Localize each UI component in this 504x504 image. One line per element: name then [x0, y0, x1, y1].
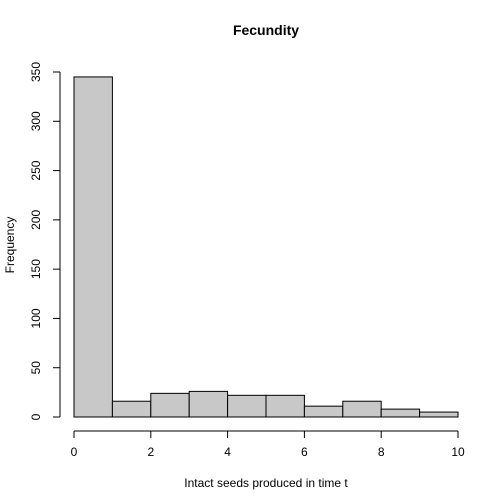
- histogram-bar-5: [265, 394, 305, 418]
- y-tick-label: 0: [29, 413, 43, 420]
- y-axis-label: Frequency: [3, 217, 17, 274]
- histogram-bar-3: [188, 390, 229, 418]
- histogram-bar-8: [380, 408, 421, 418]
- histogram-bar-2: [150, 392, 190, 418]
- y-tick-label: 150: [29, 259, 43, 279]
- y-tick-label: 250: [29, 160, 43, 180]
- histogram-bar-7: [342, 400, 382, 418]
- chart-title: Fecundity: [233, 22, 299, 38]
- y-tick-label: 350: [29, 62, 43, 82]
- y-tick-label: 100: [29, 308, 43, 328]
- x-tick-label: 10: [451, 445, 465, 459]
- y-tick-label: 300: [29, 111, 43, 131]
- y-tick-label: 50: [29, 361, 43, 375]
- bars-group: [73, 76, 459, 418]
- x-tick-label: 8: [378, 445, 385, 459]
- x-tick-label: 4: [224, 445, 231, 459]
- histogram-bar-6: [303, 405, 344, 418]
- y-tick-label: 200: [29, 210, 43, 230]
- x-axis: 0 2 4 6 8 10: [71, 430, 465, 459]
- histogram-bar-4: [227, 394, 267, 418]
- histogram-bar-0: [73, 76, 113, 418]
- x-tick-label: 0: [71, 445, 78, 459]
- x-tick-label: 6: [301, 445, 308, 459]
- x-axis-label: Intact seeds produced in time t: [184, 476, 348, 490]
- y-axis: 0 50 100 150 200 250 300 350: [29, 62, 61, 420]
- x-tick-label: 2: [147, 445, 154, 459]
- histogram-bar-9: [419, 411, 459, 418]
- histogram-bar-1: [111, 400, 152, 418]
